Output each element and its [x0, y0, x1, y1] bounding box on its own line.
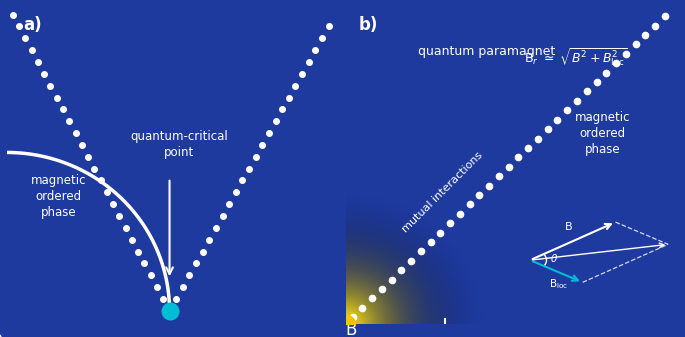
Text: a): a)	[23, 16, 42, 34]
Text: quantum paramagnet: quantum paramagnet	[419, 45, 556, 58]
Text: b): b)	[359, 16, 378, 34]
Text: magnetic
ordered
phase: magnetic ordered phase	[575, 111, 630, 156]
Text: magnetic
ordered
phase: magnetic ordered phase	[31, 174, 87, 219]
Text: B: B	[564, 222, 573, 232]
Text: B$_r$ $\simeq$ $\sqrt{B^2 + B_{\mathregular{loc}}^2}$: B$_r$ $\simeq$ $\sqrt{B^2 + B_{\mathregu…	[525, 47, 627, 68]
Text: $\theta$: $\theta$	[550, 252, 558, 264]
Text: mutual interactions: mutual interactions	[401, 150, 485, 234]
Text: B$_{\mathregular{loc}}$: B$_{\mathregular{loc}}$	[549, 278, 569, 292]
Text: 0: 0	[0, 333, 1, 337]
Text: B: B	[345, 321, 357, 337]
Text: quantum-critical
point: quantum-critical point	[130, 130, 228, 159]
